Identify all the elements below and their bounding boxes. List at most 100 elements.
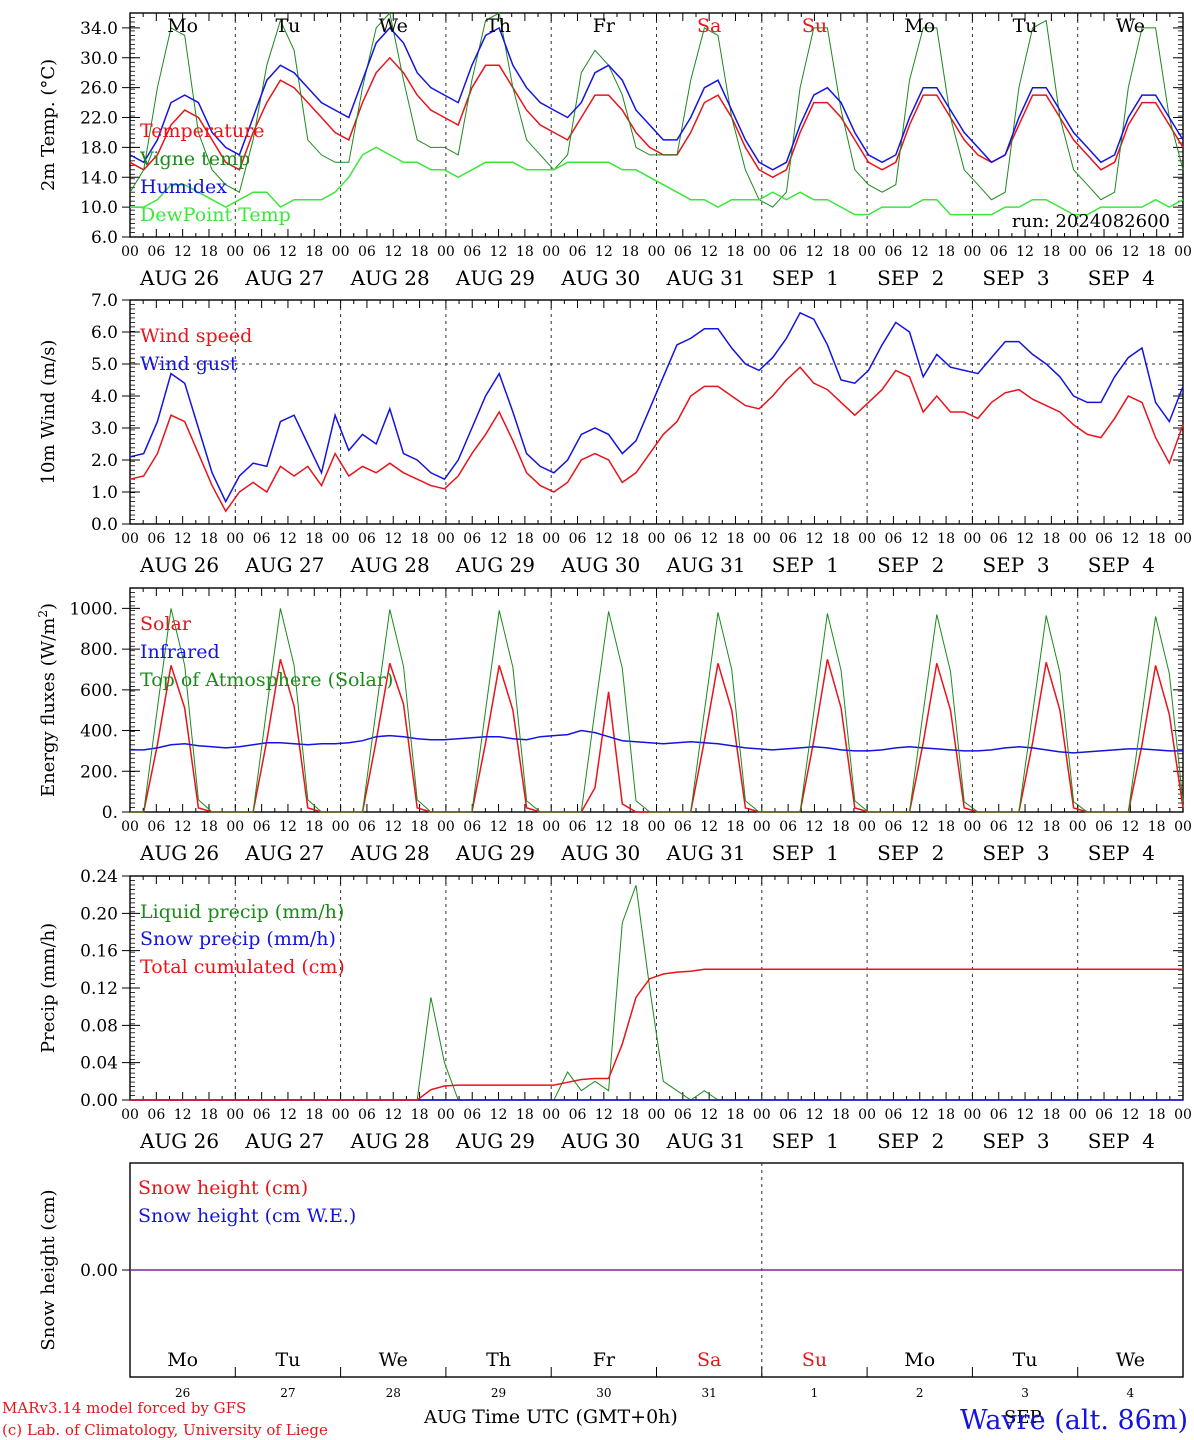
hour-tick-label: 12 [384, 531, 402, 547]
hour-tick-label: 18 [937, 531, 955, 547]
hour-tick-label: 12 [911, 244, 929, 260]
hour-tick-label: 12 [911, 819, 929, 835]
legend-entry: Wind gust [140, 353, 238, 375]
hour-tick-label: 00 [542, 244, 560, 260]
legend-entry: Solar [140, 613, 192, 635]
weekday-label: We [1116, 15, 1145, 37]
hour-tick-label: 18 [305, 244, 323, 260]
day-number-label: 2 [916, 1386, 924, 1400]
hour-tick-label: 00 [542, 819, 560, 835]
day-number-label: 29 [491, 1386, 506, 1400]
hour-tick-label: 12 [174, 244, 192, 260]
panels: 6.010.014.018.022.026.030.034.02m Temp. … [36, 11, 1192, 1400]
hour-tick-label: 06 [358, 244, 376, 260]
hour-tick-label: 12 [174, 1107, 192, 1123]
y-tick-label: 3.0 [91, 419, 118, 439]
hour-tick-label: 18 [1148, 531, 1166, 547]
hour-tick-label: 18 [1042, 244, 1060, 260]
hour-tick-label: 06 [463, 531, 481, 547]
date-label: AUG 30 [560, 1129, 640, 1153]
y-tick-label: 6.0 [91, 323, 118, 343]
hour-tick-label: 00 [226, 531, 244, 547]
hour-tick-label: 12 [1016, 1107, 1034, 1123]
hour-tick-label: 18 [411, 819, 429, 835]
date-label: AUG 28 [350, 841, 430, 865]
hour-tick-label: 06 [674, 244, 692, 260]
hour-tick-label: 12 [279, 244, 297, 260]
weekday-label: Sa [697, 15, 721, 37]
hour-tick-label: 12 [1121, 1107, 1139, 1123]
date-label: AUG 28 [350, 1129, 430, 1153]
hour-tick-label: 06 [253, 819, 271, 835]
legend-entry: Vigne temp [139, 148, 250, 170]
hour-tick-label: 06 [147, 531, 165, 547]
date-label: SEP 1 [772, 266, 839, 290]
series-line-2 [129, 311, 1184, 504]
hour-tick-label: 00 [963, 244, 981, 260]
hour-tick-label: 00 [753, 531, 771, 547]
model-credit: MARv3.14 model forced by GFS [2, 1399, 246, 1417]
hour-tick-label: 00 [542, 1107, 560, 1123]
date-label: SEP 4 [1088, 266, 1155, 290]
hour-tick-label: 00 [1069, 1107, 1087, 1123]
hour-tick-label: 06 [885, 819, 903, 835]
hour-tick-label: 06 [569, 819, 587, 835]
hour-tick-label: 12 [911, 531, 929, 547]
hour-tick-label: 18 [727, 819, 745, 835]
y-tick-label: 0. [102, 803, 118, 823]
hour-tick-label: 12 [1016, 531, 1034, 547]
y-tick-label: 800. [80, 640, 118, 660]
hour-tick-label: 00 [1174, 244, 1192, 260]
station-label: Wavre (alt. 86m) [960, 1405, 1188, 1436]
date-label: SEP 4 [1088, 841, 1155, 865]
day-number-label: 26 [175, 1386, 190, 1400]
hour-tick-label: 00 [753, 819, 771, 835]
hour-tick-label: 06 [147, 819, 165, 835]
hour-tick-label: 06 [253, 531, 271, 547]
hour-tick-label: 06 [463, 1107, 481, 1123]
weekday-label: Su [802, 1349, 827, 1371]
day-number-label: 31 [702, 1386, 717, 1400]
date-label: AUG 26 [139, 266, 219, 290]
hour-tick-label: 00 [226, 244, 244, 260]
panel-5: 0.00 Snow height (cm) Snow height (cm) Snow… [38, 1162, 1184, 1378]
hour-tick-label: 18 [937, 244, 955, 260]
weekday-label: Th [486, 1349, 511, 1371]
hour-tick-label: 12 [595, 531, 613, 547]
hour-tick-label: 12 [1016, 244, 1034, 260]
series-line-3 [130, 608, 1184, 813]
legend-entry: Wind speed [140, 325, 252, 347]
hour-tick-label: 06 [779, 531, 797, 547]
series-line-2 [129, 11, 1184, 208]
date-label: SEP 1 [772, 841, 839, 865]
weekday-label: We [379, 1349, 408, 1371]
y-tick-label: 10.0 [80, 198, 118, 218]
hour-tick-label: 06 [463, 819, 481, 835]
hour-tick-label: 06 [147, 1107, 165, 1123]
hour-tick-label: 00 [437, 1107, 455, 1123]
hour-tick-label: 00 [437, 244, 455, 260]
y-tick-label: 1000. [69, 599, 118, 619]
y-tick-label: 30.0 [80, 49, 118, 69]
hour-tick-label: 06 [1095, 244, 1113, 260]
hour-tick-label: 06 [885, 531, 903, 547]
hour-tick-label: 18 [411, 244, 429, 260]
hour-tick-label: 18 [832, 819, 850, 835]
y-tick-label: 18.0 [80, 138, 118, 158]
hour-tick-label: 18 [937, 1107, 955, 1123]
y-tick-label: 6.0 [91, 228, 118, 248]
footer: MARv3.14 model forced by GFS (c) Lab. of… [2, 1399, 1188, 1439]
y-tick-label: 14.0 [80, 168, 118, 188]
hour-tick-label: 06 [569, 531, 587, 547]
legend-entry: Top of Atmosphere (Solar) [140, 669, 393, 691]
hour-tick-label: 06 [674, 1107, 692, 1123]
y-tick-label: 22.0 [80, 109, 118, 129]
hour-tick-label: 06 [569, 244, 587, 260]
panel-1: 6.0 10.0 14.0 18.0 22.0 26.0 30.0 34.0 2m Temp. … [38, 11, 1192, 290]
hour-tick-label: 06 [779, 244, 797, 260]
date-label: SEP 3 [982, 1129, 1049, 1153]
hour-tick-label: 12 [384, 819, 402, 835]
hour-tick-label: 00 [437, 819, 455, 835]
date-label: AUG 26 [139, 841, 219, 865]
